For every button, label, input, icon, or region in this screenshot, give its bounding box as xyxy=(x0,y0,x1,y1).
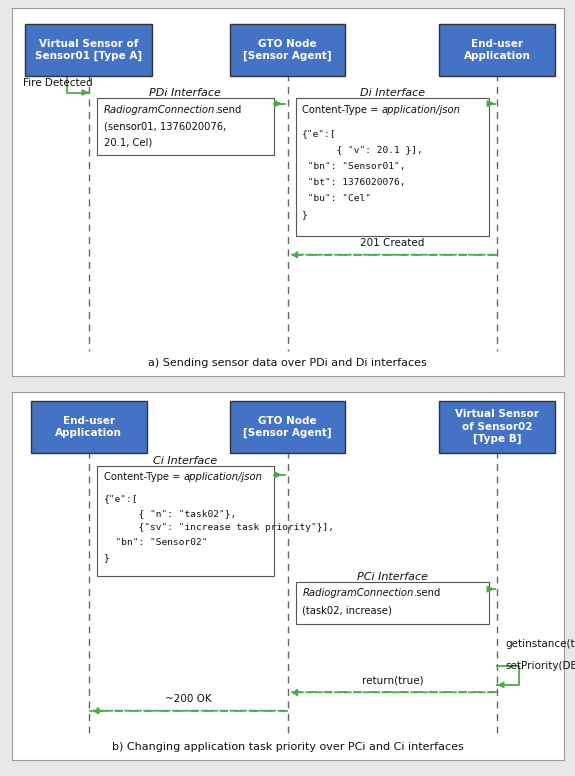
Text: .send: .send xyxy=(215,105,243,115)
Text: End-user
Application: End-user Application xyxy=(464,39,531,61)
Text: { "v": 20.1 }],: { "v": 20.1 }], xyxy=(302,145,423,154)
Text: {"e":[: {"e":[ xyxy=(302,129,337,138)
FancyBboxPatch shape xyxy=(229,401,346,452)
Text: Di Interface: Di Interface xyxy=(360,88,425,98)
Text: Content-Type =: Content-Type = xyxy=(302,105,382,115)
Text: Fire Detected: Fire Detected xyxy=(22,78,92,88)
Text: (sensor01, 1376020076,: (sensor01, 1376020076, xyxy=(104,121,226,131)
Bar xyxy=(296,582,489,624)
Text: 20.1, Cel): 20.1, Cel) xyxy=(104,137,152,147)
Text: { "n": "task02"},: { "n": "task02"}, xyxy=(104,509,236,518)
Text: "bn": "Sensor01",: "bn": "Sensor01", xyxy=(302,161,406,171)
Bar xyxy=(97,466,274,576)
Text: {"sv": "increase task priority"}],: {"sv": "increase task priority"}], xyxy=(104,524,334,532)
Text: "bt": 1376020076,: "bt": 1376020076, xyxy=(302,178,406,187)
FancyBboxPatch shape xyxy=(439,24,555,76)
Text: GTO Node
[Sensor Agent]: GTO Node [Sensor Agent] xyxy=(243,39,332,61)
Text: a) Sending sensor data over PDi and Di interfaces: a) Sending sensor data over PDi and Di i… xyxy=(148,359,427,369)
Text: PDi Interface: PDi Interface xyxy=(150,88,221,98)
Text: RadiogramConnection: RadiogramConnection xyxy=(104,105,215,115)
FancyBboxPatch shape xyxy=(439,401,555,452)
Text: Virtual Sensor of
Sensor01 [Type A]: Virtual Sensor of Sensor01 [Type A] xyxy=(35,39,143,61)
Text: "bu": "Cel": "bu": "Cel" xyxy=(302,194,371,203)
Text: 201 Created: 201 Created xyxy=(360,238,424,248)
Text: .send: .send xyxy=(414,588,441,598)
Text: Content-Type =: Content-Type = xyxy=(104,473,183,482)
Text: }: } xyxy=(302,210,308,220)
Text: Ci Interface: Ci Interface xyxy=(154,456,217,466)
Text: PCi Interface: PCi Interface xyxy=(357,572,428,582)
Text: b) Changing application task priority over PCi and Ci interfaces: b) Changing application task priority ov… xyxy=(112,743,463,753)
Text: {"e":[: {"e":[ xyxy=(104,494,138,503)
Text: (task02, increase): (task02, increase) xyxy=(302,605,392,615)
Text: End-user
Application: End-user Application xyxy=(55,416,122,438)
Text: ~200 OK: ~200 OK xyxy=(165,694,212,704)
Bar xyxy=(97,98,274,155)
FancyBboxPatch shape xyxy=(31,401,147,452)
Text: RadiogramConnection: RadiogramConnection xyxy=(302,588,414,598)
Text: setPriority(DEFAULT+1): setPriority(DEFAULT+1) xyxy=(505,661,575,671)
Bar xyxy=(296,98,489,237)
Text: Virtual Sensor
of Sensor02
[Type B]: Virtual Sensor of Sensor02 [Type B] xyxy=(455,410,539,445)
Text: "bn": "Sensor02": "bn": "Sensor02" xyxy=(104,538,207,547)
Text: application/json: application/json xyxy=(183,473,262,482)
FancyBboxPatch shape xyxy=(25,24,152,76)
Text: GTO Node
[Sensor Agent]: GTO Node [Sensor Agent] xyxy=(243,416,332,438)
Text: getinstance(tasks02Thread);: getinstance(tasks02Thread); xyxy=(505,639,575,650)
Text: application/json: application/json xyxy=(382,105,461,115)
Text: }: } xyxy=(104,553,109,562)
FancyBboxPatch shape xyxy=(229,24,346,76)
Text: return(true): return(true) xyxy=(362,676,423,686)
